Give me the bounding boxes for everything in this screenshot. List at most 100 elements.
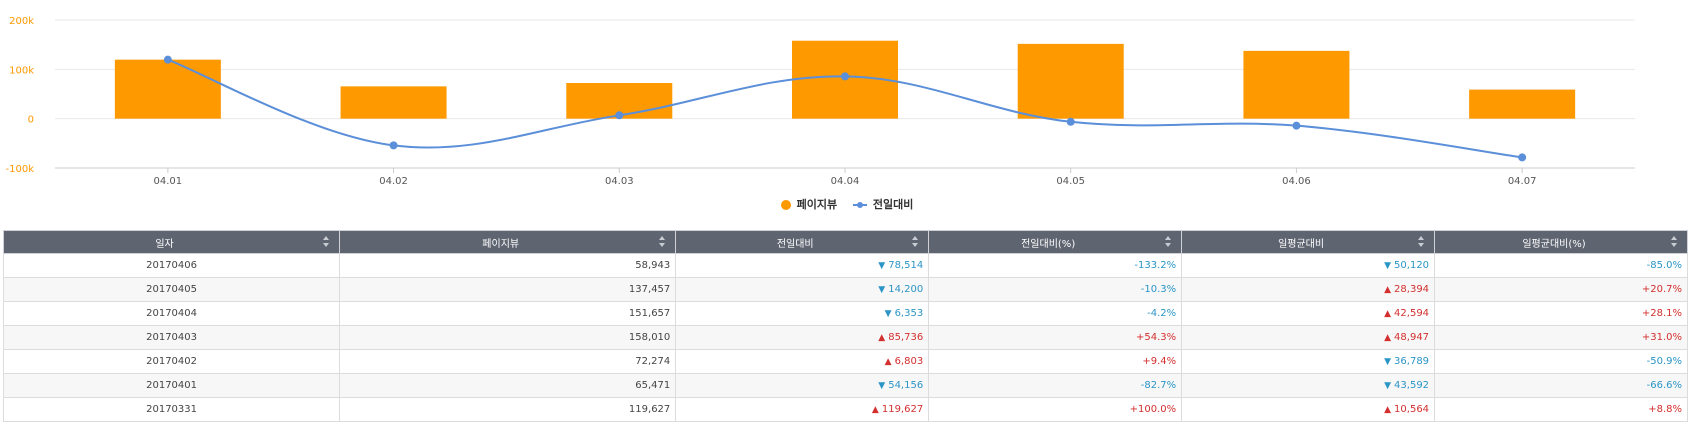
triangle-down-icon: ▼: [878, 261, 886, 271]
cell-dod-pct: -82.7%: [928, 373, 1183, 398]
x-tick-label: 04.01: [154, 176, 183, 187]
cell-dod-pct: -4.2%: [928, 301, 1183, 326]
triangle-down-icon: ▼: [878, 381, 886, 391]
bar: [1469, 89, 1576, 119]
triangle-up-icon: ▲: [871, 405, 879, 415]
table-header-row: 일자 페이지뷰 전일대비 전일대비(%) 일평균대비 일평균대비(%): [2, 230, 1688, 254]
cell-avg-pct: +20.7%: [1434, 277, 1688, 302]
cell-avg: ▲ 48,947: [1181, 325, 1436, 350]
cell-avg: ▲ 42,594: [1181, 301, 1436, 326]
line-point: [841, 72, 849, 81]
triangle-down-icon: ▼: [1384, 381, 1392, 391]
header-dod-pct[interactable]: 전일대비(%): [928, 230, 1183, 254]
chart-legend: 페이지뷰 전일대비: [0, 196, 1694, 212]
header-date[interactable]: 일자: [2, 230, 341, 254]
cell-date: 20170404: [2, 301, 341, 326]
x-tick-label: 04.04: [831, 176, 860, 187]
legend-label: 전일대비: [872, 198, 914, 211]
legend-item-dod[interactable]: 전일대비: [852, 196, 914, 212]
header-dod[interactable]: 전일대비: [675, 230, 930, 254]
combo-chart: 200k 100k 0 -100k 04.01 04.02 04.03 04.04 04.05 0…: [6, 16, 1635, 187]
cell-date: 20170331: [2, 397, 341, 422]
table-row: 20170403 158,010 ▲ 85,736 +54.3% ▲ 48,947 +31.0…: [2, 325, 1688, 350]
line-point: [163, 55, 172, 64]
legend-marker-bar: [780, 200, 791, 210]
legend-item-pageviews[interactable]: 페이지뷰: [780, 196, 837, 212]
table-row: 20170402 72,274 ▲ 6,803 +9.4% ▼ 36,789 -50.9%: [2, 349, 1688, 374]
triangle-up-icon: ▲: [1384, 405, 1392, 415]
triangle-down-icon: ▼: [884, 309, 892, 319]
cell-avg-pct: +31.0%: [1434, 325, 1688, 350]
x-tick-label: 04.02: [379, 176, 408, 187]
cell-pageviews: 119,627: [339, 397, 677, 422]
cell-date: 20170402: [2, 349, 341, 374]
table-body: 20170406 58,943 ▼ 78,514 -133.2% ▼ 50,120 -85.0…: [2, 253, 1688, 422]
y-tick-label: -100k: [6, 164, 35, 175]
cell-dod: ▼ 14,200: [675, 277, 930, 302]
cell-dod-pct: +54.3%: [928, 325, 1183, 350]
y-tick-label: 200k: [9, 16, 34, 27]
cell-pageviews: 72,274: [339, 349, 677, 374]
cell-pageviews: 151,657: [339, 301, 677, 326]
cell-avg-pct: -66.6%: [1434, 373, 1688, 398]
table-row: 20170406 58,943 ▼ 78,514 -133.2% ▼ 50,120 -85.0…: [2, 253, 1688, 278]
cell-pageviews: 58,943: [339, 253, 677, 278]
triangle-up-icon: ▲: [1384, 309, 1392, 319]
sort-icon[interactable]: [1165, 236, 1172, 248]
triangle-down-icon: ▼: [1384, 357, 1392, 367]
cell-dod-pct: -10.3%: [928, 277, 1183, 302]
sort-icon[interactable]: [659, 236, 666, 248]
cell-dod: ▼ 78,514: [675, 253, 930, 278]
triangle-up-icon: ▲: [884, 357, 892, 367]
sort-icon[interactable]: [1418, 236, 1425, 248]
table-row: 20170405 137,457 ▼ 14,200 -10.3% ▲ 28,394 +20.7…: [2, 277, 1688, 302]
bar: [1017, 43, 1124, 119]
line-point: [615, 111, 624, 120]
bar: [1243, 50, 1350, 119]
header-avg[interactable]: 일평균대비: [1181, 230, 1436, 254]
table-row: 20170404 151,657 ▼ 6,353 -4.2% ▲ 42,594 +28.1%: [2, 301, 1688, 326]
cell-pageviews: 137,457: [339, 277, 677, 302]
cell-pageviews: 65,471: [339, 373, 677, 398]
cell-date: 20170405: [2, 277, 341, 302]
triangle-down-icon: ▼: [1384, 261, 1392, 271]
cell-date: 20170401: [2, 373, 341, 398]
bar: [114, 59, 221, 119]
cell-dod: ▲ 85,736: [675, 325, 930, 350]
triangle-up-icon: ▲: [1384, 333, 1392, 343]
line-point: [1518, 153, 1527, 162]
triangle-up-icon: ▲: [1384, 285, 1392, 295]
cell-avg-pct: -50.9%: [1434, 349, 1688, 374]
line-point: [1066, 117, 1075, 126]
cell-avg-pct: -85.0%: [1434, 253, 1688, 278]
cell-pageviews: 158,010: [339, 325, 677, 350]
sort-icon[interactable]: [323, 236, 330, 248]
cell-dod: ▲ 6,803: [675, 349, 930, 374]
table-row: 20170401 65,471 ▼ 54,156 -82.7% ▼ 43,592 -66.6%: [2, 373, 1688, 398]
triangle-up-icon: ▲: [878, 333, 886, 343]
cell-avg-pct: +28.1%: [1434, 301, 1688, 326]
data-table: 일자 페이지뷰 전일대비 전일대비(%) 일평균대비 일평균대비(%) 2017…: [2, 230, 1688, 422]
x-tick-label: 04.06: [1282, 176, 1311, 187]
cell-dod-pct: +100.0%: [928, 397, 1183, 422]
table-row: 20170331 119,627 ▲ 119,627 +100.0% ▲ 10,564 +8.…: [2, 397, 1688, 422]
header-pageviews[interactable]: 페이지뷰: [339, 230, 677, 254]
y-tick-label: 100k: [9, 65, 34, 76]
line-point: [1292, 121, 1301, 130]
sort-icon[interactable]: [912, 236, 919, 248]
legend-marker-line: [852, 200, 867, 210]
header-avg-pct[interactable]: 일평균대비(%): [1434, 230, 1688, 254]
triangle-down-icon: ▼: [878, 285, 886, 295]
cell-avg: ▲ 10,564: [1181, 397, 1436, 422]
cell-dod-pct: -133.2%: [928, 253, 1183, 278]
sort-icon[interactable]: [1671, 236, 1677, 248]
cell-avg: ▼ 43,592: [1181, 373, 1436, 398]
y-tick-label: 0: [28, 115, 34, 126]
cell-dod: ▼ 54,156: [675, 373, 930, 398]
cell-dod: ▼ 6,353: [675, 301, 930, 326]
cell-avg: ▼ 50,120: [1181, 253, 1436, 278]
bar: [340, 86, 447, 119]
cell-date: 20170406: [2, 253, 341, 278]
line-point: [389, 141, 398, 150]
x-tick-label: 04.07: [1508, 176, 1537, 187]
